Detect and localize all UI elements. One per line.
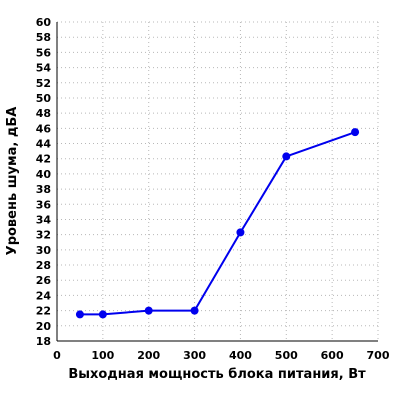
- y-tick-label: 56: [36, 46, 52, 59]
- y-tick-label: 54: [36, 62, 52, 75]
- y-tick-label: 32: [36, 229, 51, 242]
- data-point: [282, 152, 291, 161]
- series-layer: [75, 128, 360, 319]
- data-point: [351, 128, 360, 137]
- series-line: [79, 131, 356, 316]
- y-tick-label: 22: [36, 305, 51, 318]
- x-tick-label: 100: [91, 349, 114, 362]
- y-tick-label: 38: [36, 183, 51, 196]
- y-tick-label: 48: [36, 107, 51, 120]
- y-tick-label: 18: [36, 335, 51, 348]
- y-tick-label: 34: [36, 213, 52, 226]
- data-point: [190, 306, 199, 315]
- axes: [56, 22, 378, 342]
- x-tick-label: 400: [229, 349, 252, 362]
- y-tick-label: 44: [36, 138, 52, 151]
- y-tick-label: 30: [36, 244, 52, 257]
- data-point: [236, 228, 245, 237]
- y-tick-label: 36: [36, 198, 52, 211]
- y-tick-label: 46: [36, 122, 52, 135]
- y-axis-title: Уровень шума, дБА: [5, 107, 20, 256]
- x-axis-title: Выходная мощность блока питания, Вт: [68, 367, 366, 382]
- data-point: [75, 310, 84, 319]
- y-tick-label: 26: [36, 274, 52, 287]
- y-tick-label: 58: [36, 31, 51, 44]
- x-tick-label: 0: [53, 349, 61, 362]
- x-tick-label: 200: [137, 349, 160, 362]
- y-tick-label: 28: [36, 259, 51, 272]
- y-tick-label: 52: [36, 77, 51, 90]
- y-tick-label: 40: [36, 168, 52, 181]
- y-tick-label: 20: [36, 320, 52, 333]
- y-tick-label: 50: [36, 92, 52, 105]
- x-tick-label: 300: [183, 349, 206, 362]
- data-point: [144, 306, 153, 315]
- tick-labels: 18 20 22 24 26 28 30 32 34 36 38 40 42 44 46 48 50 52 54 56…: [36, 16, 390, 362]
- grid: [57, 21, 379, 341]
- x-tick-label: 600: [321, 349, 344, 362]
- y-tick-label: 42: [36, 153, 51, 166]
- x-tick-label: 500: [275, 349, 298, 362]
- y-tick-label: 60: [36, 16, 52, 29]
- data-point: [98, 310, 107, 319]
- y-tick-label: 24: [36, 289, 52, 302]
- x-tick-label: 700: [367, 349, 390, 362]
